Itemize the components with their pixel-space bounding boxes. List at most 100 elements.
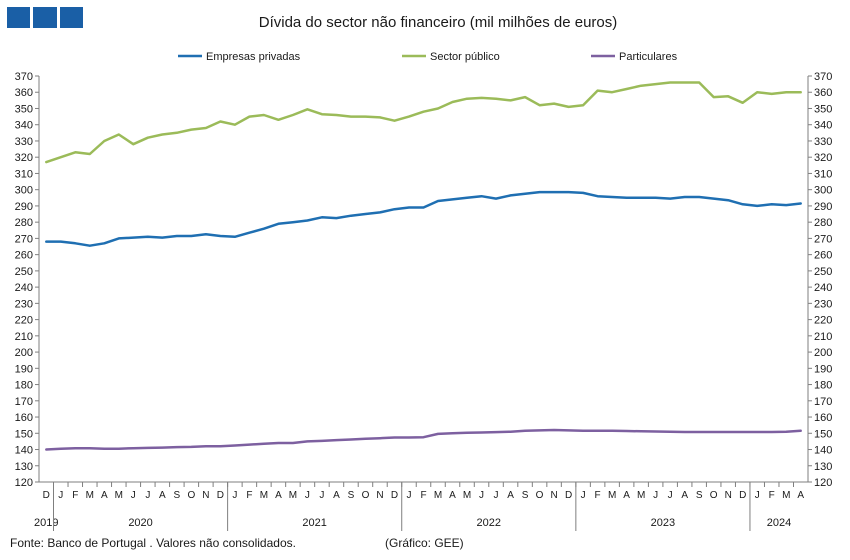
gee-logo [7,7,83,28]
y-tick-label-right: 170 [814,396,832,408]
y-tick-label-left: 310 [15,168,33,180]
source-note: Fonte: Banco de Portugal . Valores não c… [10,536,296,550]
y-tick-label-right: 240 [814,282,832,294]
y-tick-label-left: 350 [15,103,33,115]
x-year-label: 2022 [477,517,501,529]
y-tick-label-left: 240 [15,282,33,294]
x-month-label: D [565,490,572,501]
y-tick-label-right: 320 [814,152,832,164]
y-tick-label-right: 250 [814,266,832,278]
x-month-label: M [608,490,616,501]
x-year-label: 2023 [651,517,675,529]
x-month-label: D [43,490,50,501]
y-tick-label-right: 140 [814,445,832,457]
x-month-label: F [246,490,252,501]
x-month-label: M [260,490,268,501]
x-month-label: J [319,490,324,501]
x-month-label: M [289,490,297,501]
y-tick-label-right: 290 [814,201,832,213]
x-month-label: J [406,490,411,501]
x-month-label: A [681,490,688,501]
y-tick-label-right: 270 [814,233,832,245]
y-tick-label-right: 310 [814,168,832,180]
y-tick-label-left: 170 [15,396,33,408]
y-tick-label-left: 300 [15,185,33,197]
x-month-label: A [333,490,340,501]
y-tick-label-left: 150 [15,428,33,440]
y-tick-label-right: 330 [814,136,832,148]
x-month-label: J [668,490,673,501]
y-tick-label-right: 160 [814,412,832,424]
x-month-label: M [434,490,442,501]
x-month-label: M [782,490,790,501]
y-tick-label-right: 350 [814,103,832,115]
x-month-label: J [494,490,499,501]
legend-label: Empresas privadas [206,51,301,63]
x-month-label: S [348,490,355,501]
y-tick-label-right: 260 [814,250,832,262]
x-month-label: M [637,490,645,501]
chart-credit: (Gráfico: GEE) [385,536,464,550]
y-tick-label-left: 230 [15,298,33,310]
x-month-label: J [653,490,658,501]
x-month-label: S [174,490,181,501]
x-month-label: D [217,490,224,501]
x-month-label: O [710,490,718,501]
y-tick-label-right: 130 [814,461,832,473]
x-month-label: J [479,490,484,501]
x-month-label: N [202,490,209,501]
series-line [45,81,802,164]
y-tick-label-left: 280 [15,217,33,229]
y-tick-label-left: 330 [15,136,33,148]
x-month-label: S [522,490,529,501]
y-tick-label-right: 200 [814,347,832,359]
y-tick-label-left: 270 [15,233,33,245]
x-month-label: F [420,490,426,501]
x-month-label: A [449,490,456,501]
y-tick-label-right: 280 [814,217,832,229]
x-month-label: J [145,490,150,501]
y-tick-label-left: 140 [15,445,33,457]
x-month-label: F [595,490,601,501]
y-tick-label-left: 260 [15,250,33,262]
y-tick-label-right: 180 [814,380,832,392]
y-tick-label-right: 220 [814,315,832,327]
x-month-label: D [391,490,398,501]
x-month-label: N [376,490,383,501]
y-tick-label-right: 150 [814,428,832,440]
y-tick-label-left: 220 [15,315,33,327]
x-month-label: F [72,490,78,501]
y-tick-label-left: 340 [15,120,33,132]
chart-axes: 120 120 130 130 140 140 150 150 160 160 170 170 180 1… [15,71,832,531]
x-year-label: 2019 [34,517,58,529]
x-month-label: J [131,490,136,501]
y-tick-label-left: 370 [15,71,33,83]
x-month-label: F [769,490,775,501]
x-month-label: J [232,490,237,501]
y-tick-label-right: 230 [814,298,832,310]
logo-square [33,7,57,28]
y-tick-label-left: 190 [15,363,33,375]
x-month-label: O [187,490,195,501]
x-month-label: M [463,490,471,501]
chart-legend: Empresas privadas Sector público Particula… [178,51,678,63]
y-tick-label-left: 130 [15,461,33,473]
y-tick-label-left: 320 [15,152,33,164]
chart-title: Dívida do sector não financeiro (mil mil… [259,14,618,31]
y-tick-label-left: 200 [15,347,33,359]
y-tick-label-right: 370 [814,71,832,83]
x-month-label: A [623,490,630,501]
x-month-label: M [115,490,123,501]
chart-series [45,81,802,451]
x-month-label: M [86,490,94,501]
x-year-label: 2020 [128,517,152,529]
y-tick-label-right: 210 [814,331,832,343]
x-month-label: N [550,490,557,501]
x-month-label: A [507,490,514,501]
y-tick-label-left: 290 [15,201,33,213]
y-tick-label-right: 340 [814,120,832,132]
x-month-label: J [581,490,586,501]
x-month-label: J [305,490,310,501]
x-month-label: A [275,490,282,501]
